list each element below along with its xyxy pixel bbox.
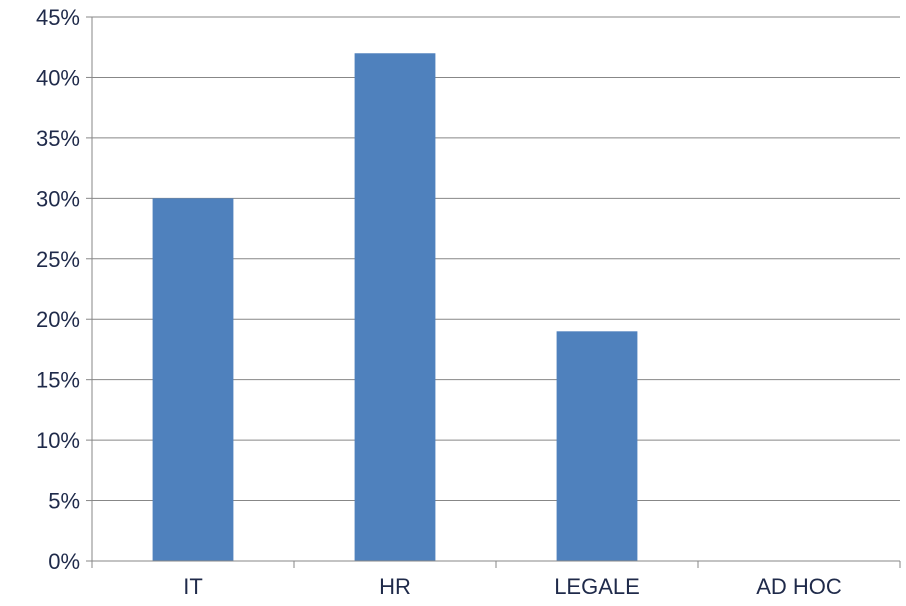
y-tick-label: 40% [36, 65, 80, 90]
bar-legale [556, 331, 638, 561]
bar-hr [354, 53, 436, 562]
bars [152, 53, 638, 562]
y-tick-label: 15% [36, 368, 80, 393]
y-tick-label: 10% [36, 428, 80, 453]
x-category-label: HR [379, 574, 411, 599]
y-tick-label: 0% [48, 549, 80, 574]
x-category-label: LEGALE [554, 574, 640, 599]
axes [86, 16, 901, 568]
y-tick-label: 30% [36, 186, 80, 211]
x-category-label: AD HOC [756, 574, 842, 599]
labels: 0% 5% 10% 15% 20% 25% 30% 35% 40% 45% IT HR LEGALE AD… [36, 5, 842, 599]
y-tick-label: 35% [36, 126, 80, 151]
bar-it [152, 198, 234, 562]
y-tick-label: 45% [36, 5, 80, 30]
y-tick-label: 25% [36, 247, 80, 272]
x-category-label: IT [183, 574, 203, 599]
y-tick-label: 5% [48, 489, 80, 514]
y-tick-label: 20% [36, 307, 80, 332]
